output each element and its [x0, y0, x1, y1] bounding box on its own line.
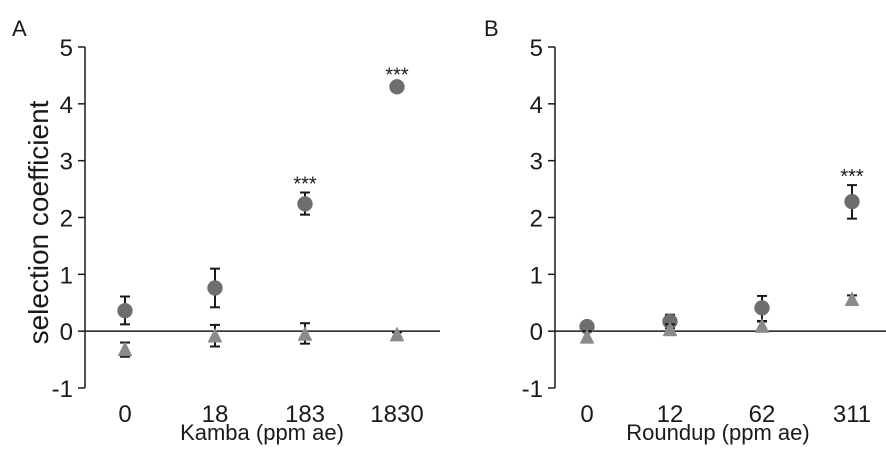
data-point-circle	[117, 302, 133, 319]
y-tick-label: 1	[530, 262, 543, 289]
panel-label: B	[484, 16, 499, 41]
data-point-circle	[297, 196, 313, 212]
data-point-triangle	[662, 321, 678, 337]
panel-label: A	[12, 16, 27, 41]
data-point-triangle	[579, 328, 595, 344]
panel-a: A -1 0 1 2 3 4 5 0 18 183 1830 Kamba (ppm ae) selecti…	[12, 16, 440, 445]
x-tick-label: 1830	[370, 401, 423, 428]
data-point-triangle	[117, 341, 133, 357]
x-axis-title: Kamba (ppm ae)	[180, 420, 344, 445]
significance-label: ***	[385, 64, 409, 86]
data-point-triangle	[754, 317, 770, 333]
data-point-triangle	[297, 325, 313, 341]
y-tick-label: 4	[60, 92, 73, 119]
data-point-triangle	[844, 291, 860, 307]
y-tick-label: -1	[52, 376, 73, 403]
significance-label: ***	[293, 173, 317, 195]
x-tick-label: 62	[749, 401, 776, 428]
y-tick-label: 3	[530, 149, 543, 176]
data-point-circle	[389, 79, 405, 95]
x-tick-label: 183	[285, 401, 325, 428]
x-tick-label: 0	[118, 401, 131, 428]
significance-label: ***	[840, 166, 864, 188]
y-tick-label: 2	[60, 206, 73, 233]
y-axis-title: selection coefficient	[23, 100, 54, 344]
x-tick-label: 18	[202, 401, 229, 428]
x-tick-label: 0	[580, 401, 593, 428]
x-tick-label: 12	[657, 401, 684, 428]
x-axis-title: Roundup (ppm ae)	[626, 420, 809, 445]
y-tick-label: 0	[60, 319, 73, 346]
data-point-triangle	[389, 326, 405, 342]
y-tick-label: 3	[60, 149, 73, 176]
data-point-circle	[207, 280, 223, 296]
y-tick-label: 5	[530, 35, 543, 62]
y-tick-label: 0	[530, 319, 543, 346]
y-tick-label: 5	[60, 35, 73, 62]
data-point-triangle	[207, 327, 223, 343]
data-point-circle	[754, 300, 770, 316]
data-point-circle	[844, 193, 860, 210]
x-tick-label: 311	[833, 401, 871, 428]
y-tick-label: -1	[522, 376, 543, 403]
y-tick-label: 4	[530, 92, 543, 119]
y-tick-label: 2	[530, 206, 543, 233]
y-tick-label: 1	[60, 262, 73, 289]
